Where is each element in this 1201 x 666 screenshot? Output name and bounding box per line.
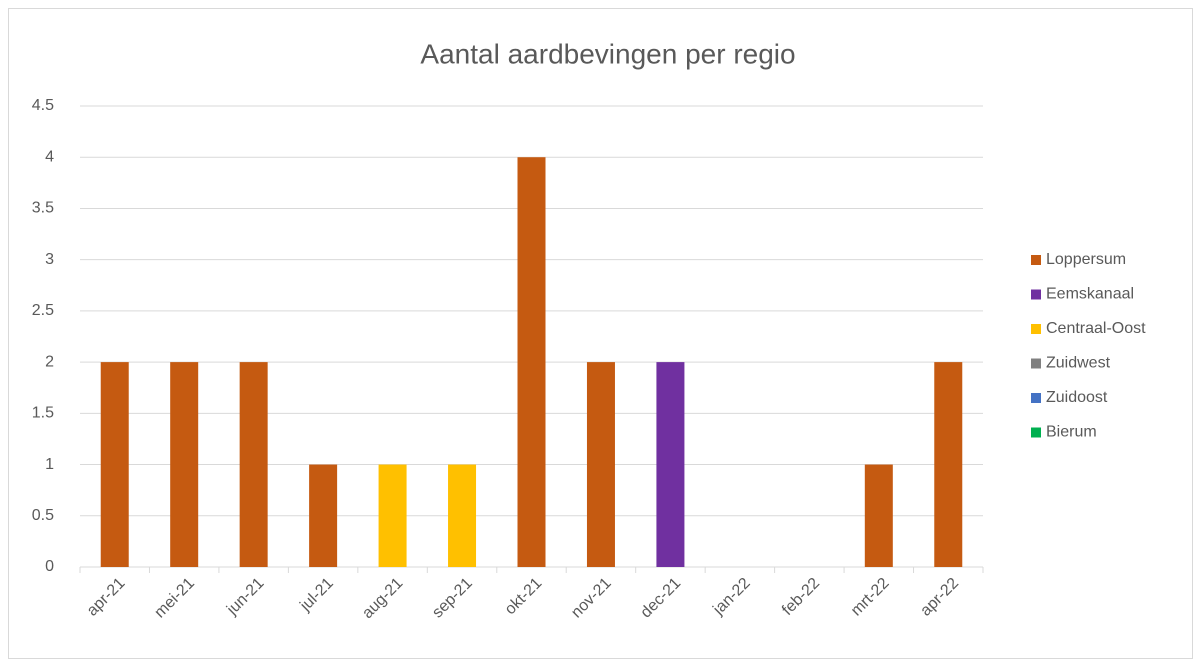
bar <box>170 362 199 567</box>
y-tick-label: 4.5 <box>32 97 54 114</box>
legend-swatch <box>1031 289 1041 300</box>
y-tick-label: 3.5 <box>32 200 54 217</box>
legend-swatch <box>1031 324 1041 334</box>
bar <box>656 362 685 567</box>
y-tick-label: 1.5 <box>32 405 54 422</box>
bar <box>309 464 338 567</box>
y-tick-label: 3 <box>45 251 54 268</box>
bar <box>378 464 407 567</box>
y-tick-label: 2.5 <box>32 302 54 319</box>
y-tick-label: 0.5 <box>32 507 54 524</box>
bar <box>934 362 963 567</box>
bar <box>100 362 129 567</box>
legend-label: Bierum <box>1046 424 1097 441</box>
chart-title: Aantal aardbevingen per regio <box>420 38 795 69</box>
y-tick-label: 2 <box>45 353 54 370</box>
y-tick-label: 1 <box>45 456 54 473</box>
legend-swatch <box>1031 358 1041 369</box>
bar <box>239 362 268 567</box>
legend-label: Eemskanaal <box>1046 286 1134 303</box>
legend-label: Zuidwest <box>1046 355 1111 372</box>
y-tick-label: 4 <box>45 148 54 165</box>
y-tick-label: 0 <box>45 558 54 575</box>
legend-swatch <box>1031 255 1041 265</box>
legend-label: Zuidoost <box>1046 389 1108 406</box>
legend-label: Centraal-Oost <box>1046 320 1146 337</box>
legend-label: Loppersum <box>1046 251 1126 268</box>
bar <box>864 464 893 567</box>
bar <box>448 464 477 567</box>
legend-swatch <box>1031 393 1041 403</box>
bar <box>586 362 615 567</box>
bar <box>517 157 546 567</box>
legend-swatch <box>1031 427 1041 438</box>
